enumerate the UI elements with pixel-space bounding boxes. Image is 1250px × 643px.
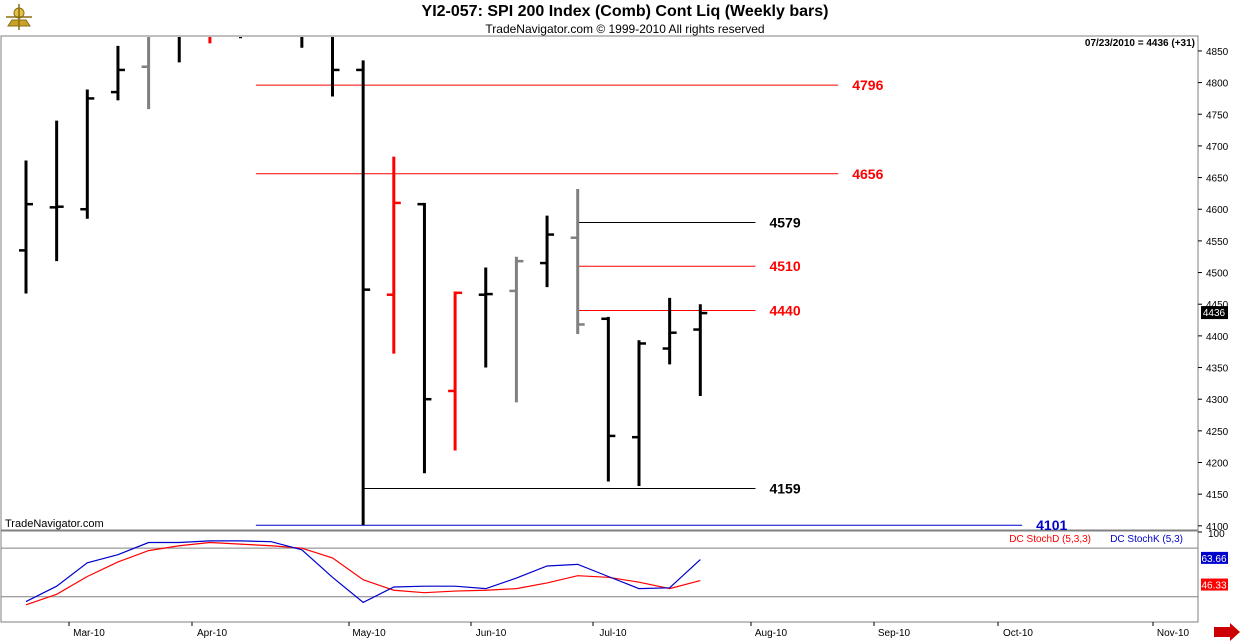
stochk-legend: DC StochK (5,3) <box>1110 534 1183 545</box>
time-label-Mar-10: Mar-10 <box>73 628 105 639</box>
price-panel-frame <box>0 35 1199 531</box>
ohlc-bar-2 <box>80 89 95 219</box>
chart-title: YI2-057: SPI 200 Index (Comb) Cont Liq (… <box>421 3 829 20</box>
ohlc-bar-13 <box>417 202 432 474</box>
ohlc-bar-11 <box>356 60 371 526</box>
price-tick-label-4800: 4800 <box>1206 79 1229 90</box>
stochd-legend: DC StochD (5,3,3) <box>1009 534 1091 545</box>
ohlc-bar-16 <box>509 256 524 403</box>
ohlc-bar-6 <box>208 37 212 44</box>
ohlc-bar-10 <box>331 37 340 97</box>
price-tick-label-4750: 4750 <box>1206 110 1229 121</box>
time-label-Aug-10: Aug-10 <box>755 628 788 639</box>
price-tick-label-4550: 4550 <box>1206 237 1229 248</box>
level-label-4101: 4101 <box>1036 517 1067 533</box>
level-label-4579: 4579 <box>769 215 800 231</box>
stoch-last-box-0 <box>1201 578 1228 591</box>
ohlc-bar-12 <box>386 156 401 354</box>
stoch-line-0 <box>25 541 701 606</box>
trade-navigator-logo <box>6 4 32 30</box>
stoch-last-box-1 <box>1201 551 1228 564</box>
time-label-Sep-10: Sep-10 <box>878 628 911 639</box>
scroll-right-arrow[interactable] <box>1214 623 1240 641</box>
price-tick-label-4200: 4200 <box>1206 459 1229 470</box>
time-label-Nov-10: Nov-10 <box>1157 628 1190 639</box>
ohlc-bar-7 <box>239 37 243 39</box>
ohlc-bar-17 <box>540 215 555 288</box>
time-label-Apr-10: Apr-10 <box>197 628 227 639</box>
level-label-4159: 4159 <box>769 480 800 496</box>
ohlc-bar-19 <box>601 316 616 482</box>
ohlc-bar-14 <box>448 291 463 451</box>
price-tick-label-4450: 4450 <box>1206 300 1229 311</box>
ohlc-bar-15 <box>478 267 493 368</box>
price-tick-label-4500: 4500 <box>1206 269 1229 280</box>
time-label-Jul-10: Jul-10 <box>599 628 627 639</box>
watermark-text: TradeNavigator.com <box>5 518 104 530</box>
price-tick-label-4850: 4850 <box>1206 47 1229 58</box>
last-price-label: 4436 <box>1203 308 1226 319</box>
last-value-readout: 07/23/2010 = 4436 (+31) <box>1085 38 1195 49</box>
price-tick-label-4400: 4400 <box>1206 332 1229 343</box>
chart-subtitle: TradeNavigator.com © 1999-2010 All right… <box>485 22 765 36</box>
ohlc-bar-8 <box>264 0 278 32</box>
time-label-Jun-10: Jun-10 <box>476 628 507 639</box>
stoch-last-label-1: 63.66 <box>1201 554 1226 565</box>
ohlc-bar-4 <box>141 37 151 110</box>
price-tick-label-4600: 4600 <box>1206 205 1229 216</box>
ohlc-bar-0 <box>19 160 33 294</box>
price-tick-label-4350: 4350 <box>1206 364 1229 375</box>
ohlc-bar-5 <box>177 37 181 63</box>
level-label-4656: 4656 <box>852 166 883 182</box>
level-label-4440: 4440 <box>769 303 800 319</box>
price-tick-label-4300: 4300 <box>1206 395 1229 406</box>
stoch-tick-label-100: 100 <box>1208 529 1225 540</box>
ohlc-bars <box>19 0 708 526</box>
ohlc-bar-1 <box>49 120 64 262</box>
stochastic-panel: 100 46.33 63.66 <box>1 529 1228 606</box>
stoch-line-1 <box>25 540 701 604</box>
time-label-May-10: May-10 <box>352 628 386 639</box>
price-tick-label-4650: 4650 <box>1206 174 1229 185</box>
last-price-marker: 4436 <box>1201 306 1228 320</box>
ohlc-bar-9 <box>300 37 304 48</box>
ohlc-bar-20 <box>632 340 646 486</box>
level-label-4510: 4510 <box>769 258 800 274</box>
support-resistance-levels: 4796 4656 4579 4510 4440 4159 4101 <box>255 77 1067 533</box>
ohlc-bar-22 <box>693 304 708 397</box>
price-tick-label-4250: 4250 <box>1206 427 1229 438</box>
stoch-last-label-0: 46.33 <box>1201 581 1226 592</box>
price-tick-label-4700: 4700 <box>1206 142 1229 153</box>
ohlc-bar-3 <box>110 45 125 101</box>
ohlc-bar-18 <box>570 188 585 334</box>
level-label-4796: 4796 <box>852 77 883 93</box>
time-axis: Mar-10 Apr-10 May-10 Jun-10 Jul-10 Aug-10 Sep-… <box>68 622 1190 639</box>
ohlc-bar-21 <box>662 297 677 365</box>
time-label-Oct-10: Oct-10 <box>1003 628 1033 639</box>
price-tick-label-4150: 4150 <box>1206 490 1229 501</box>
price-axis: 4100 4150 4200 4250 4300 4350 4400 4450 4500 4550… <box>1198 47 1229 533</box>
chart-header: YI2-057: SPI 200 Index (Comb) Cont Liq (… <box>0 0 1250 36</box>
price-tick-label-4100: 4100 <box>1206 522 1229 533</box>
